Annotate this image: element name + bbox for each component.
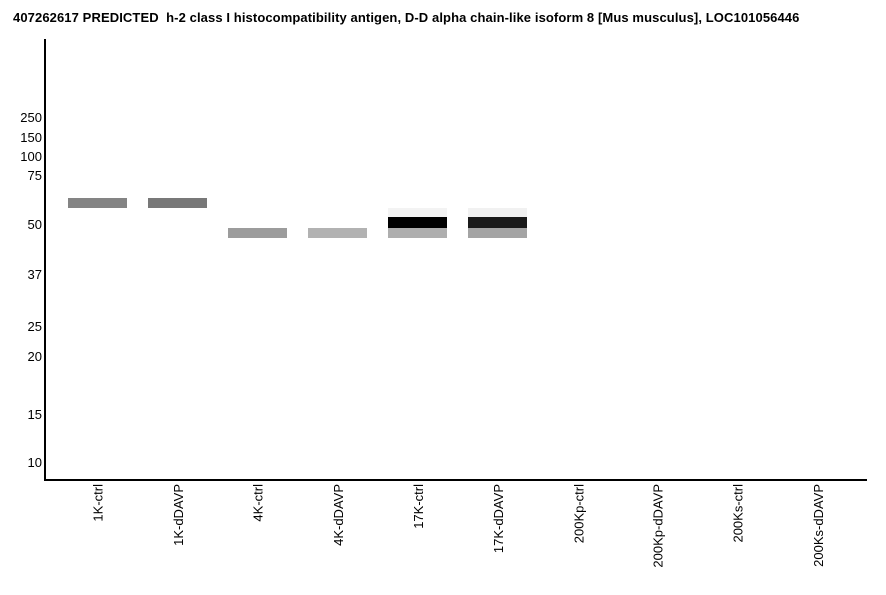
lane-label: 4K-dDAVP bbox=[331, 484, 346, 546]
gel-band bbox=[388, 228, 447, 238]
y-tick-label: 15 bbox=[27, 407, 42, 422]
gel-band bbox=[388, 217, 447, 228]
y-tick-label: 250 bbox=[20, 110, 42, 125]
gel-band bbox=[388, 208, 447, 217]
x-axis-line bbox=[44, 479, 867, 481]
lane-label: 17K-ctrl bbox=[411, 484, 426, 529]
y-tick-label: 150 bbox=[20, 130, 42, 145]
gel-band bbox=[228, 228, 287, 238]
figure-title: 407262617 PREDICTED h-2 class I histocom… bbox=[13, 10, 800, 25]
y-tick-label: 75 bbox=[27, 168, 42, 183]
lane-label: 200Kp-dDAVP bbox=[651, 484, 666, 568]
gel-band bbox=[468, 208, 527, 217]
y-tick-label: 100 bbox=[20, 149, 42, 164]
lane-label: 200Ks-dDAVP bbox=[811, 484, 826, 567]
lane-label: 1K-dDAVP bbox=[171, 484, 186, 546]
gel-band bbox=[468, 228, 527, 238]
y-tick-label: 20 bbox=[27, 349, 42, 364]
lane-label: 1K-ctrl bbox=[91, 484, 106, 522]
y-axis-line bbox=[44, 39, 46, 481]
lane-label: 17K-dDAVP bbox=[491, 484, 506, 554]
y-tick-label: 10 bbox=[27, 455, 42, 470]
gel-band bbox=[148, 198, 207, 208]
y-tick-label: 37 bbox=[27, 267, 42, 282]
gel-band bbox=[468, 217, 527, 228]
y-tick-label: 50 bbox=[27, 217, 42, 232]
lane-label: 4K-ctrl bbox=[251, 484, 266, 522]
lane-label: 200Ks-ctrl bbox=[731, 484, 746, 543]
lane-label: 200Kp-ctrl bbox=[571, 484, 586, 544]
y-tick-label: 25 bbox=[27, 319, 42, 334]
gel-band bbox=[68, 198, 127, 208]
gel-band bbox=[308, 228, 367, 238]
